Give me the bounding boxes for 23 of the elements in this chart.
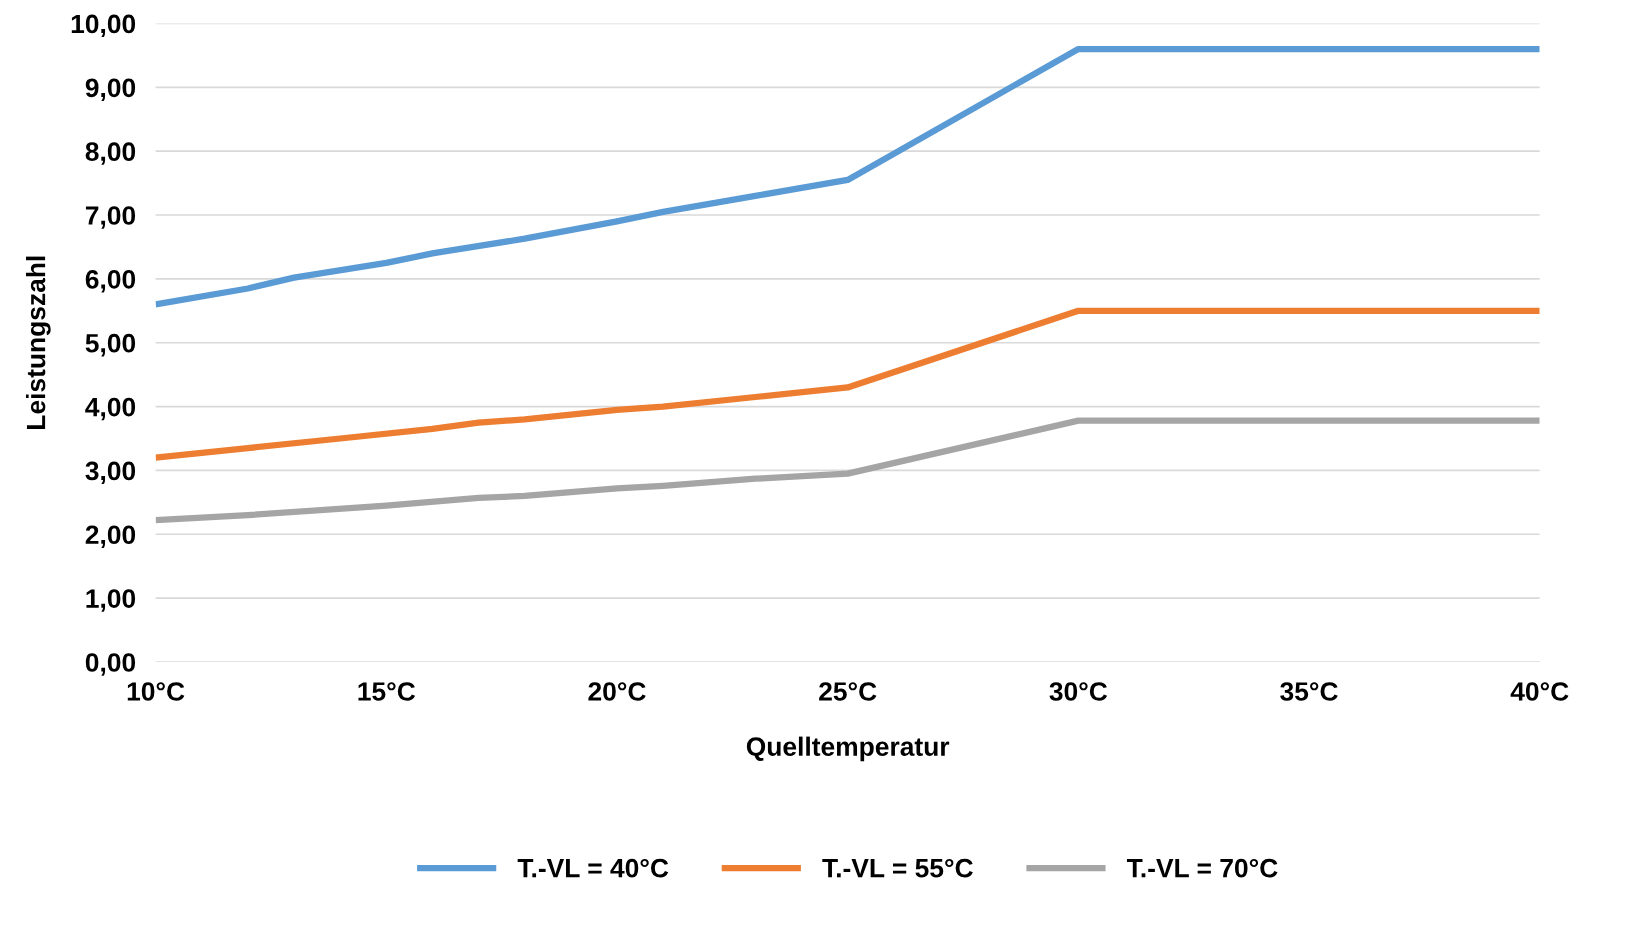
y-tick-label: 0,00 (85, 653, 136, 676)
y-tick-label: 7,00 (85, 206, 136, 229)
y-tick-label: 9,00 (85, 78, 136, 101)
y-tick-label: 10,00 (71, 14, 136, 38)
legend-label: T.-VL = 55°C (822, 858, 973, 878)
legend-label: T.-VL = 40°C (517, 858, 669, 878)
x-tick-label: 15°C (358, 682, 416, 701)
legend-label: T.-VL = 70°C (1126, 858, 1278, 878)
x-axis-title: Quelltemperatur (746, 736, 950, 762)
x-tick-label: 40°C (1510, 682, 1569, 701)
y-tick-label: 8,00 (85, 142, 136, 165)
x-tick-label: 30°C (1049, 682, 1108, 701)
y-axis-title: Leistungszahl (25, 256, 51, 429)
x-tick-label: 35°C (1280, 682, 1338, 701)
y-tick-label: 2,00 (85, 525, 136, 548)
y-tick-label: 3,00 (85, 461, 136, 485)
y-tick-label: 6,00 (85, 270, 136, 293)
x-tick-label: 25°C (819, 682, 877, 701)
x-tick-label: 20°C (588, 682, 646, 701)
y-tick-label: 1,00 (86, 589, 136, 612)
x-tick-label: 10°C (127, 682, 185, 701)
y-tick-label: 4,00 (85, 397, 136, 421)
y-tick-label: 5,00 (85, 333, 136, 357)
